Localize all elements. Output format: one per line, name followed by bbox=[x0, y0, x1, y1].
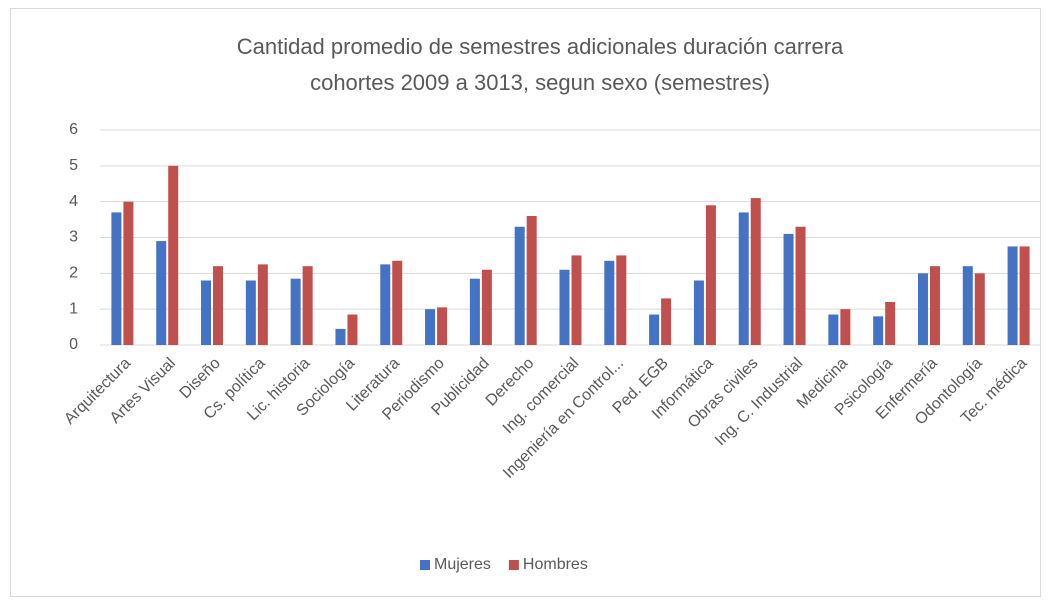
bar bbox=[1007, 246, 1018, 345]
bar bbox=[750, 198, 761, 345]
bar bbox=[828, 314, 839, 345]
bar bbox=[929, 266, 940, 345]
bar bbox=[571, 255, 582, 345]
bar bbox=[425, 309, 436, 345]
chart-title: Cantidad promedio de semestres adicional… bbox=[237, 34, 844, 59]
y-tick-label: 3 bbox=[69, 229, 78, 246]
y-tick-label: 4 bbox=[69, 193, 78, 210]
bar bbox=[962, 266, 973, 345]
bar bbox=[347, 314, 358, 345]
bar bbox=[783, 233, 794, 345]
bar bbox=[693, 280, 704, 345]
bar bbox=[917, 273, 928, 345]
bar bbox=[559, 269, 570, 345]
legend-label: Mujeres bbox=[434, 556, 491, 573]
legend-label: Hombres bbox=[523, 556, 588, 573]
legend-swatch bbox=[420, 560, 430, 570]
bar bbox=[661, 298, 672, 345]
bar bbox=[380, 264, 391, 345]
bar bbox=[156, 241, 167, 345]
bar bbox=[392, 260, 403, 345]
y-tick-label: 5 bbox=[69, 157, 78, 174]
bar bbox=[111, 212, 122, 345]
bar bbox=[705, 205, 716, 345]
bar bbox=[649, 314, 660, 345]
bar bbox=[257, 264, 268, 345]
legend-swatch bbox=[508, 560, 519, 570]
bar bbox=[616, 255, 627, 345]
bar bbox=[738, 212, 749, 345]
bar bbox=[437, 307, 448, 345]
bar bbox=[514, 226, 525, 345]
bar bbox=[604, 260, 615, 345]
bar bbox=[795, 226, 806, 345]
y-tick-label: 2 bbox=[69, 265, 78, 282]
y-tick-label: 1 bbox=[69, 300, 78, 317]
chart-title: cohortes 2009 a 3013, segun sexo (semest… bbox=[310, 70, 770, 95]
bar bbox=[245, 280, 256, 345]
bar bbox=[213, 266, 224, 345]
bar bbox=[469, 278, 480, 345]
y-tick-label: 6 bbox=[69, 121, 78, 138]
bar bbox=[526, 216, 537, 345]
bar bbox=[1019, 246, 1030, 345]
bar bbox=[481, 269, 492, 345]
bar bbox=[335, 328, 346, 345]
bar bbox=[302, 266, 313, 345]
bar bbox=[885, 302, 896, 345]
bar bbox=[123, 201, 134, 345]
chart-frame bbox=[10, 8, 1041, 597]
bar bbox=[873, 316, 884, 345]
bar bbox=[201, 280, 212, 345]
y-tick-label: 0 bbox=[69, 336, 78, 353]
bar bbox=[974, 273, 985, 345]
bar bbox=[290, 278, 301, 345]
bar bbox=[840, 309, 851, 345]
bar bbox=[168, 165, 179, 345]
